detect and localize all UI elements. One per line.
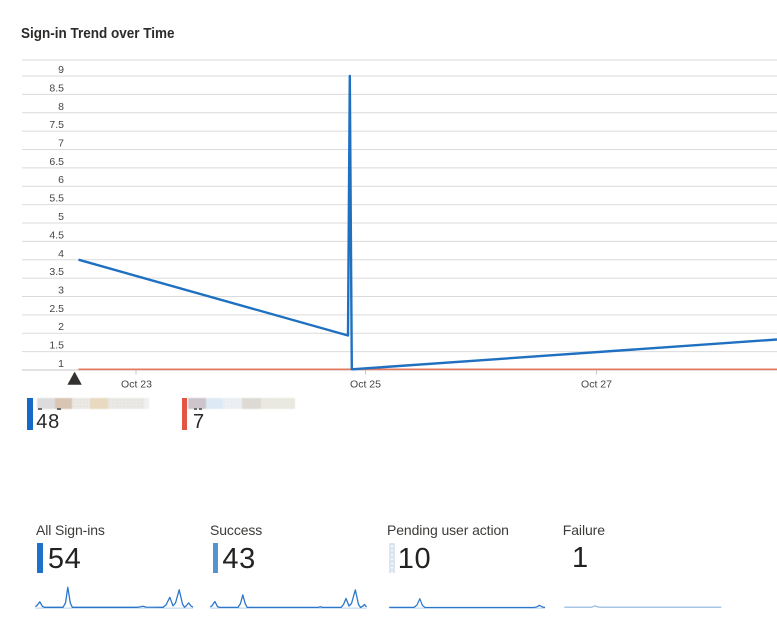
svg-text:Oct 23: Oct 23: [121, 379, 152, 391]
svg-text:5: 5: [58, 211, 64, 223]
svg-text:9: 9: [58, 64, 64, 76]
svg-text:5.5: 5.5: [49, 193, 64, 205]
svg-text:1.5: 1.5: [49, 340, 64, 352]
svg-text:4: 4: [58, 248, 64, 260]
svg-text:7: 7: [58, 138, 64, 150]
svg-text:8: 8: [58, 101, 64, 113]
svg-text:Oct 27: Oct 27: [581, 379, 612, 391]
svg-text:6.5: 6.5: [49, 156, 64, 168]
svg-text:8.5: 8.5: [49, 82, 64, 94]
svg-text:7.5: 7.5: [49, 119, 64, 131]
svg-text:3: 3: [58, 285, 64, 297]
svg-text:2.5: 2.5: [49, 303, 64, 315]
svg-text:2: 2: [58, 321, 64, 333]
svg-text:6: 6: [58, 174, 64, 186]
svg-text:1: 1: [58, 358, 64, 370]
svg-text:Oct 25: Oct 25: [350, 379, 381, 391]
svg-text:4.5: 4.5: [49, 229, 64, 241]
svg-text:3.5: 3.5: [49, 266, 64, 278]
